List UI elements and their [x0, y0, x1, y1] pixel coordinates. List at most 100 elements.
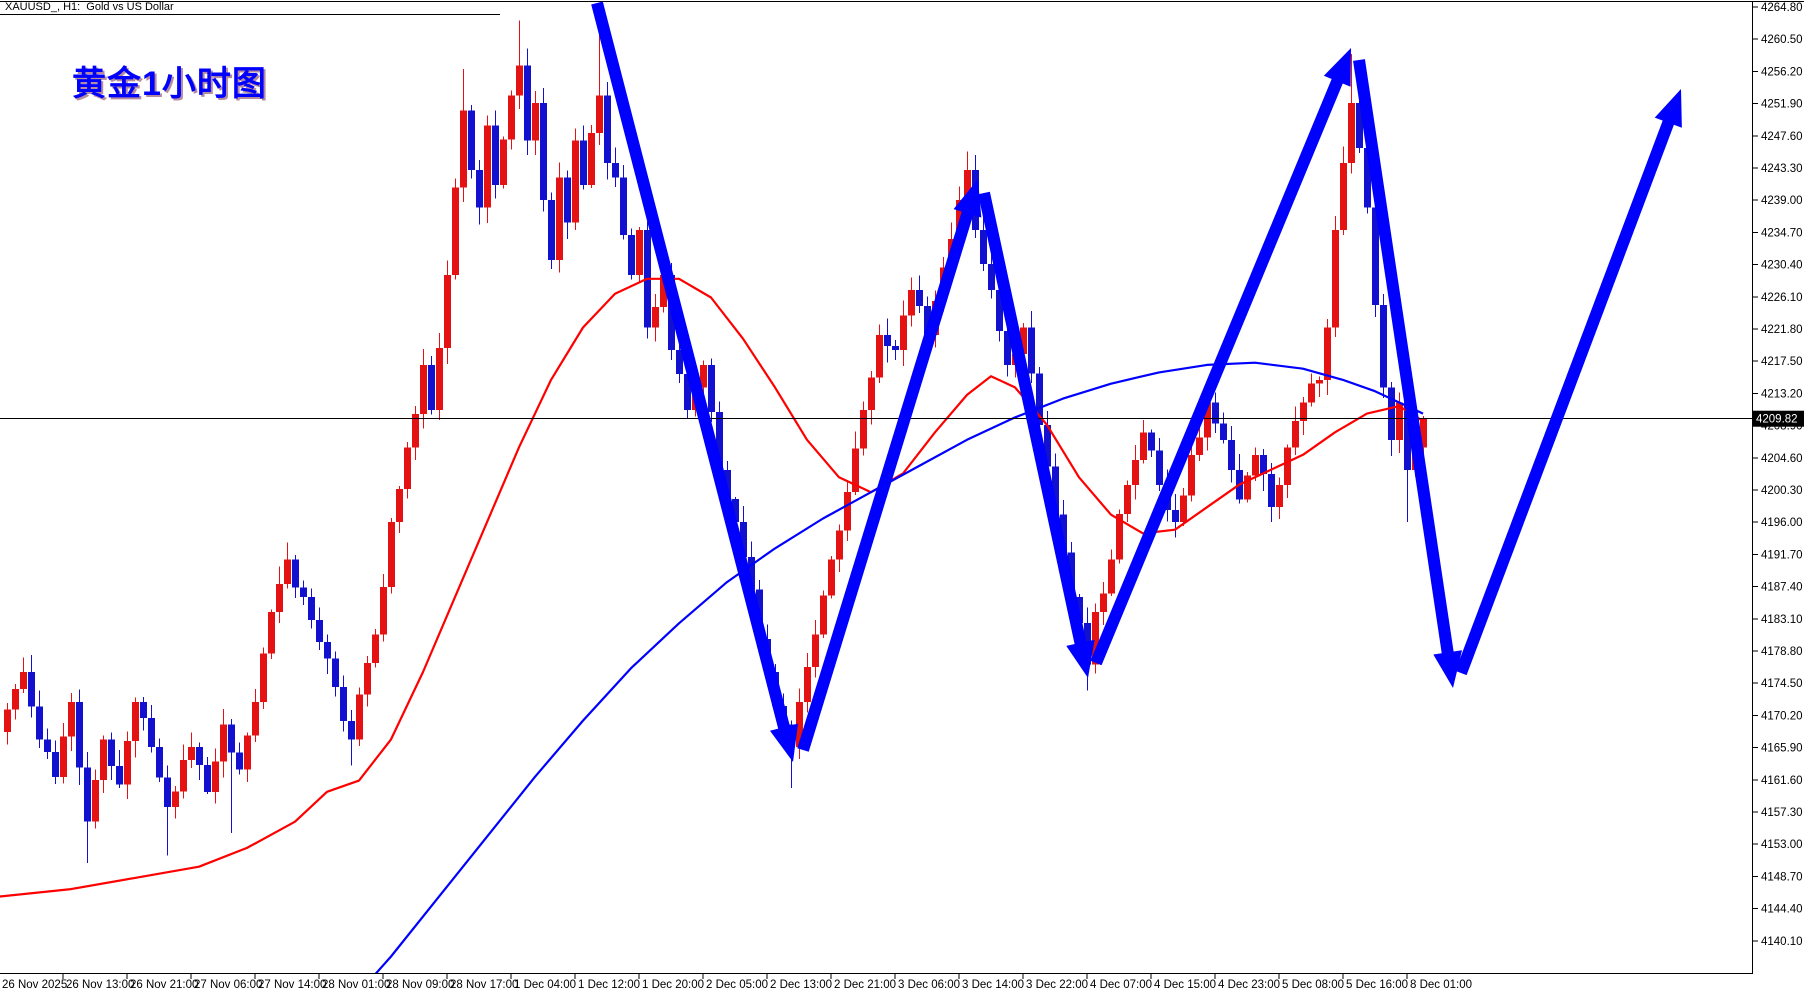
- candle: [604, 95, 611, 163]
- candle: [388, 522, 395, 587]
- candle: [1228, 439, 1235, 471]
- time-tick-label: 26 Nov 21:00: [130, 979, 198, 991]
- candle: [988, 263, 995, 291]
- candle: [164, 777, 171, 807]
- candle: [1260, 454, 1267, 474]
- candle: [628, 234, 635, 276]
- price-tick-label: 4170.20: [1761, 710, 1803, 722]
- candle: [572, 140, 579, 223]
- trend-arrow-head[interactable]: [1654, 89, 1682, 128]
- trend-arrow-shaft[interactable]: [978, 191, 1091, 662]
- candle: [876, 334, 883, 378]
- candle: [228, 724, 235, 753]
- candle: [1404, 402, 1411, 470]
- candle: [1108, 559, 1115, 594]
- trend-arrow-shaft[interactable]: [591, 1, 795, 747]
- candle: [236, 752, 243, 770]
- candle: [1316, 379, 1323, 384]
- price-tick-label: 4200.30: [1761, 485, 1803, 497]
- candle: [316, 620, 323, 643]
- candle: [1036, 373, 1043, 425]
- candle: [1172, 509, 1179, 523]
- candle: [1276, 484, 1283, 508]
- candle: [324, 642, 331, 659]
- price-tick-label: 4230.40: [1761, 260, 1803, 272]
- watermark-label: 黄金1小时图: [72, 65, 267, 103]
- candle: [1020, 327, 1027, 354]
- candle: [716, 411, 723, 470]
- candle: [652, 307, 659, 328]
- candle: [276, 583, 283, 613]
- trend-arrow-shaft[interactable]: [1455, 103, 1681, 676]
- candle: [92, 780, 99, 822]
- price-tick-label: 4221.80: [1761, 324, 1803, 336]
- candle: [900, 315, 907, 350]
- time-tick-label: 26 Nov 2025: [2, 979, 67, 991]
- candle: [436, 348, 443, 410]
- candle: [708, 364, 715, 412]
- candle: [1124, 484, 1131, 515]
- trend-arrow-head[interactable]: [1323, 48, 1351, 87]
- candle: [1204, 402, 1211, 438]
- candle: [596, 95, 603, 133]
- candle: [1340, 162, 1347, 231]
- time-tick-label: 2 Dec 21:00: [834, 979, 896, 991]
- time-tick-label: 4 Dec 15:00: [1154, 979, 1216, 991]
- candle: [588, 132, 595, 186]
- time-tick-label: 2 Dec 05:00: [706, 979, 768, 991]
- candle: [364, 662, 371, 695]
- candle: [1332, 230, 1339, 328]
- candle: [1396, 402, 1403, 440]
- candle: [524, 65, 531, 141]
- candle: [148, 717, 155, 747]
- price-tick-label: 4191.70: [1761, 549, 1803, 561]
- candle: [884, 334, 891, 347]
- trend-arrow-head[interactable]: [1066, 639, 1095, 678]
- candle: [1244, 475, 1251, 500]
- trend-arrow-head[interactable]: [953, 179, 982, 218]
- trend-arrow-shaft[interactable]: [1090, 62, 1350, 666]
- trend-arrow-head[interactable]: [1433, 650, 1463, 688]
- candle: [740, 522, 747, 557]
- candle: [844, 492, 851, 531]
- candle: [1420, 418, 1427, 448]
- price-tick-label: 4217.50: [1761, 356, 1803, 368]
- candle: [516, 65, 523, 96]
- candle: [532, 102, 539, 141]
- candle: [1156, 450, 1163, 485]
- candle: [804, 667, 811, 702]
- candle: [1052, 466, 1059, 515]
- time-tick-label: 5 Dec 08:00: [1282, 979, 1344, 991]
- candle: [892, 346, 899, 350]
- price-tick-label: 4204.60: [1761, 453, 1803, 465]
- candle: [68, 701, 75, 737]
- candle: [156, 746, 163, 778]
- trend-arrow-shaft[interactable]: [1353, 59, 1457, 672]
- candle: [1292, 420, 1299, 448]
- candle: [916, 290, 923, 307]
- price-tick-label: 4226.10: [1761, 292, 1803, 304]
- candle: [1308, 383, 1315, 403]
- candle: [380, 586, 387, 635]
- candle: [1196, 437, 1203, 455]
- price-tick-label: 4213.20: [1761, 388, 1803, 400]
- candle: [140, 701, 147, 718]
- candle: [1388, 387, 1395, 440]
- candle: [452, 187, 459, 276]
- candle: [796, 701, 803, 747]
- candle: [428, 364, 435, 410]
- trend-arrow-head[interactable]: [769, 723, 799, 762]
- candle: [1252, 454, 1259, 476]
- trend-arrow-shaft[interactable]: [797, 194, 979, 752]
- time-tick-label: 28 Nov 01:00: [322, 979, 390, 991]
- time-tick-label: 2 Dec 13:00: [770, 979, 832, 991]
- candle: [1324, 327, 1331, 380]
- candle: [116, 765, 123, 785]
- candle: [220, 724, 227, 762]
- price-tick-label: 4234.70: [1761, 227, 1803, 239]
- candle: [20, 671, 27, 689]
- price-tick-label: 4153.00: [1761, 839, 1803, 851]
- candle: [44, 739, 51, 752]
- candle: [1028, 327, 1035, 374]
